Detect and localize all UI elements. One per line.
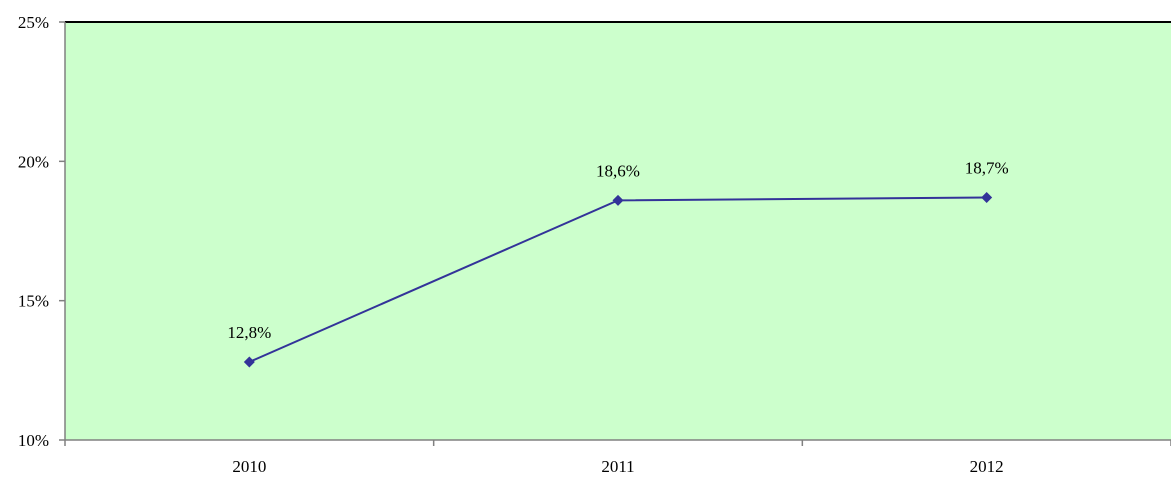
y-axis-ticks: 10% 15% 20% 25%: [18, 13, 65, 450]
data-label: 12,8%: [227, 323, 271, 342]
y-tick-label: 15%: [18, 292, 49, 311]
data-point-marker: [981, 192, 993, 204]
plot-area: [65, 22, 1171, 440]
x-category-label: 2010: [232, 457, 266, 476]
data-point-marker: [612, 194, 624, 206]
y-tick-label: 20%: [18, 152, 49, 171]
x-category-label: 2011: [601, 457, 634, 476]
x-category-label: 2012: [970, 457, 1004, 476]
data-label: 18,7%: [965, 159, 1009, 178]
data-label: 18,6%: [596, 161, 640, 180]
y-tick-label: 25%: [18, 13, 49, 32]
y-tick-label: 10%: [18, 431, 49, 450]
series-group: 12,8% 18,6% 18,7%: [227, 159, 1009, 368]
data-point-marker: [243, 356, 255, 368]
x-axis-ticks: 2010 2011 2012: [64, 440, 1171, 476]
